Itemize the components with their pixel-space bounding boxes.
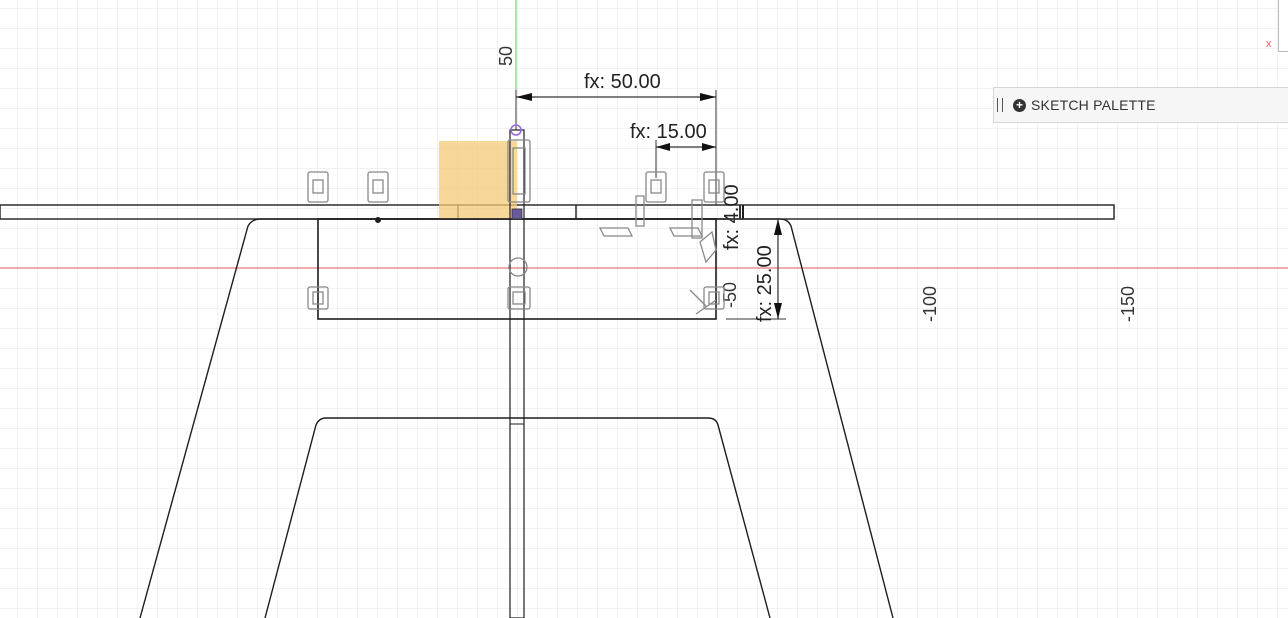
constraint-glyphs[interactable] bbox=[307, 139, 725, 315]
selection-highlight[interactable] bbox=[439, 141, 517, 219]
axis-label-50: 50 bbox=[496, 46, 516, 66]
selected-point[interactable] bbox=[511, 208, 523, 220]
axis-label-neg150: -150 bbox=[1118, 286, 1138, 322]
origin-constraint-point[interactable] bbox=[510, 124, 522, 136]
sketch-palette-title[interactable]: SKETCH PALETTE bbox=[1031, 97, 1156, 113]
dim-label-50[interactable]: fx: 50.00 bbox=[584, 71, 661, 93]
dimension-width-15[interactable]: fx: 15.00 bbox=[630, 121, 716, 178]
drag-handle-icon[interactable] bbox=[997, 98, 1003, 112]
dim-label-25[interactable]: fx: 25.00 bbox=[754, 245, 776, 322]
axis-label-neg50: -50 bbox=[720, 282, 740, 308]
axis-label-neg100: -100 bbox=[920, 286, 940, 322]
expand-plus-icon[interactable]: + bbox=[1013, 98, 1026, 112]
sketch-palette[interactable]: + SKETCH PALETTE bbox=[993, 87, 1288, 123]
dim-label-4[interactable]: fx: 4.00 bbox=[721, 184, 743, 250]
dimension-height-4[interactable]: fx: 4.00 bbox=[721, 184, 743, 250]
dim-label-15[interactable]: fx: 15.00 bbox=[630, 121, 707, 143]
sketch-point[interactable] bbox=[375, 217, 381, 223]
dimension-width-50[interactable]: fx: 50.00 bbox=[515, 71, 717, 205]
vertical-stem[interactable] bbox=[509, 129, 525, 618]
view-cube-edge[interactable] bbox=[1278, 0, 1288, 52]
dimension-height-25[interactable]: fx: 25.00 bbox=[726, 218, 786, 322]
corner-axis-x-label: x bbox=[1266, 38, 1272, 50]
